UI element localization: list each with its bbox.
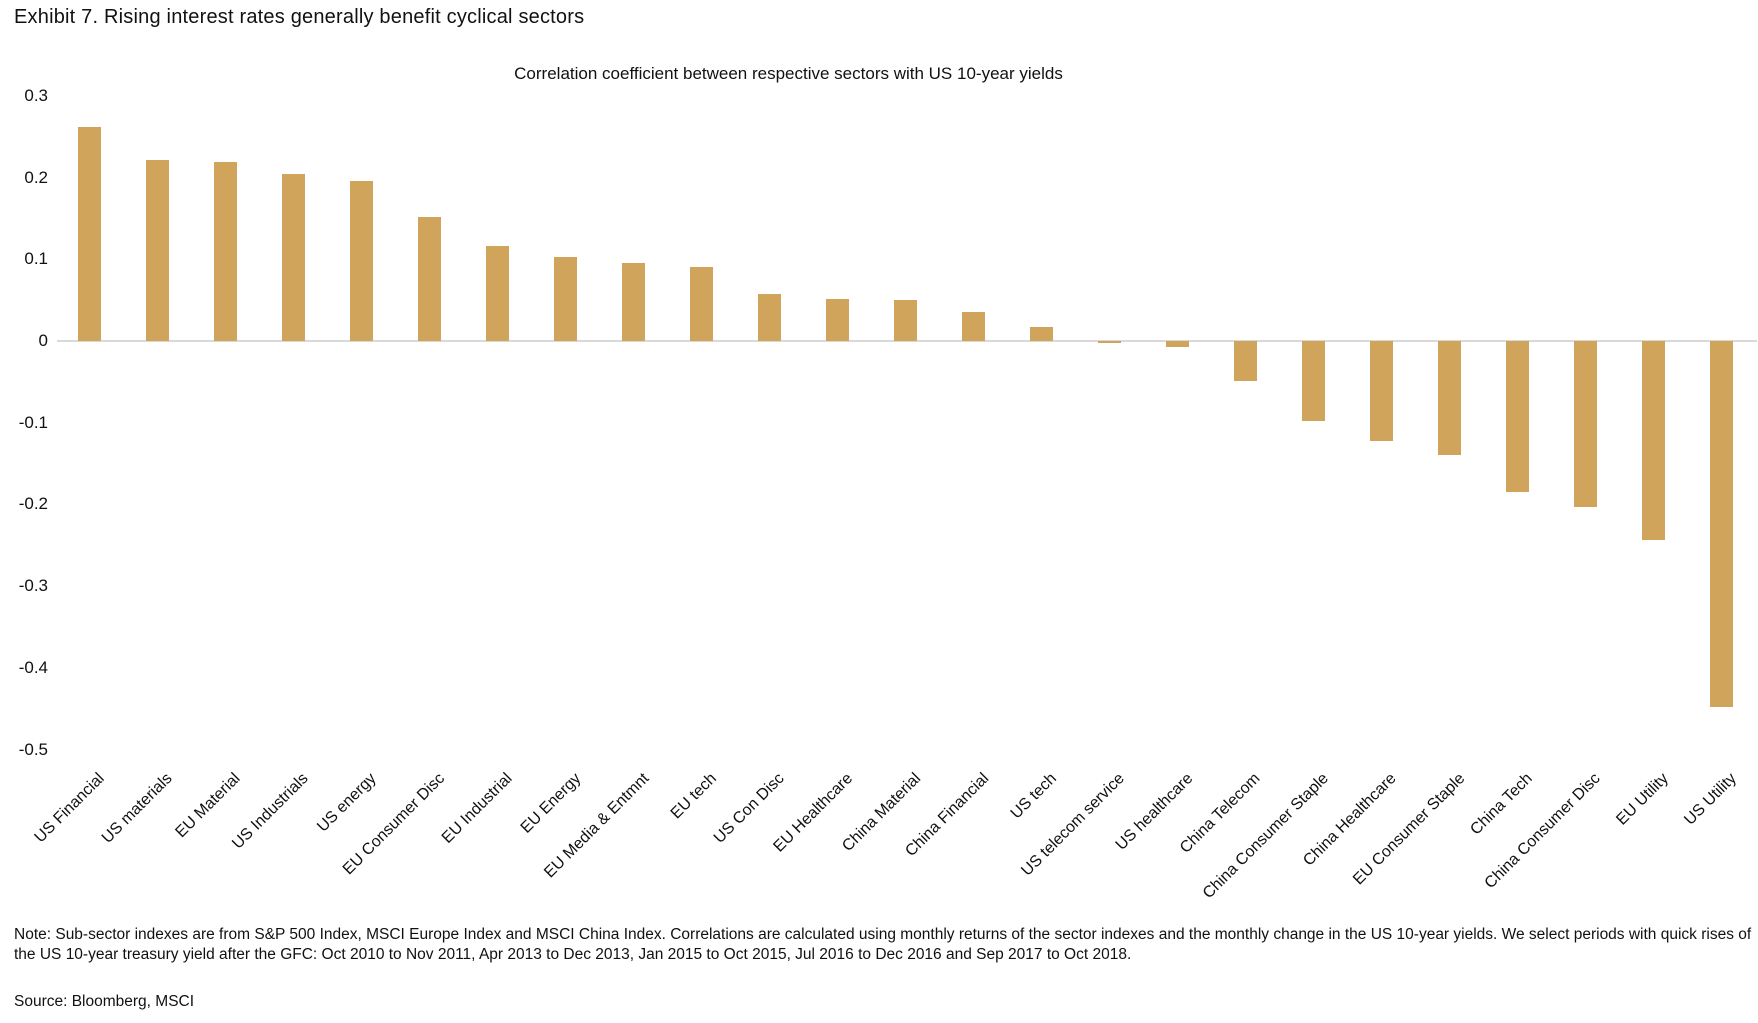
bar-us-telecom-service: [1097, 341, 1121, 344]
bar-eu-tech: [689, 267, 713, 341]
x-category-label: US Financial: [31, 770, 109, 847]
y-tick-label: 0.3: [24, 85, 48, 105]
bar-eu-healthcare: [825, 298, 849, 341]
bar-eu-consumer-disc: [417, 216, 441, 341]
x-category-label: EU tech: [667, 770, 721, 823]
x-category-label: EU Energy: [517, 770, 585, 837]
bar-us-energy: [349, 180, 373, 341]
source-credit: Source: Bloomberg, MSCI: [14, 993, 195, 1010]
footnote: Note: Sub-sector indexes are from S&P 50…: [14, 926, 1752, 964]
bar-us-healthcare: [1165, 341, 1189, 347]
x-category-label: US materials: [99, 770, 177, 847]
x-category-label: China Tech: [1467, 770, 1537, 839]
bar-china-consumer-disc: [1573, 341, 1597, 507]
x-category-label: EU Material: [172, 770, 245, 842]
bar-eu-energy: [553, 256, 577, 341]
x-category-label: EU Industrial: [439, 770, 517, 847]
bar-china-telecom: [1233, 341, 1257, 382]
x-category-label: China Consumer Staple: [1199, 770, 1333, 903]
x-category-label: EU Utility: [1613, 770, 1673, 829]
bar-eu-utility: [1641, 341, 1665, 540]
y-tick-label: -0.5: [18, 739, 48, 759]
zero-axis-line: [57, 340, 1757, 342]
y-tick-label: -0.2: [18, 494, 48, 514]
y-tick-label: 0: [38, 331, 48, 350]
bar-us-utility: [1709, 341, 1733, 708]
bar-eu-consumer-staple: [1437, 341, 1461, 456]
x-category-label: EU Consumer Staple: [1349, 770, 1469, 889]
x-category-label: US energy: [314, 770, 381, 836]
x-category-label: US Utility: [1681, 770, 1741, 829]
y-tick-label: -0.3: [18, 576, 48, 596]
bar-eu-industrial: [485, 246, 509, 341]
y-tick-label: -0.1: [18, 412, 48, 432]
bar-eu-material: [213, 162, 237, 341]
bar-us-materials: [145, 160, 169, 341]
x-category-label: US tech: [1007, 770, 1061, 823]
bar-china-tech: [1505, 341, 1529, 493]
x-category-label: China Consumer Disc: [1481, 770, 1605, 893]
y-tick-label: 0.1: [24, 249, 48, 269]
bar-china-financial: [961, 312, 985, 341]
bar-us-industrials: [281, 173, 305, 341]
bar-us-financial: [77, 126, 101, 341]
bar-us-tech: [1029, 327, 1053, 341]
y-tick-label: -0.4: [18, 657, 48, 677]
bar-eu-media-entmnt: [621, 263, 645, 341]
bar-china-consumer-staple: [1301, 341, 1325, 422]
chart-title: Correlation coefficient between respecti…: [514, 64, 1063, 83]
y-tick-label: 0.2: [24, 167, 48, 187]
bar-us-con-disc: [757, 293, 781, 341]
bar-china-material: [893, 300, 917, 341]
exhibit-title: Exhibit 7. Rising interest rates general…: [14, 6, 585, 28]
bar-china-healthcare: [1369, 341, 1393, 442]
